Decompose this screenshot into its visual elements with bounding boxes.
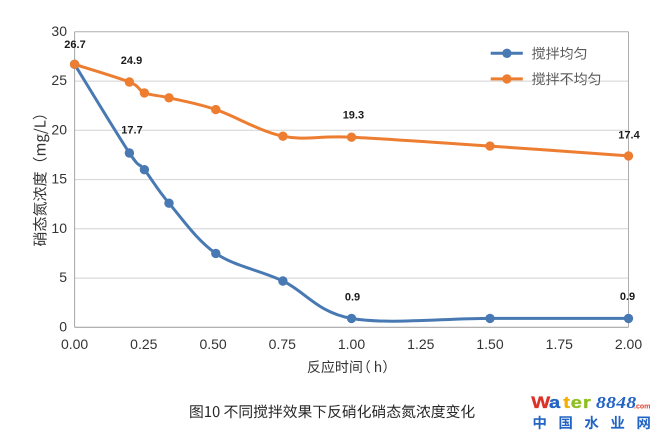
svg-text:0.75: 0.75: [269, 336, 296, 352]
svg-text:5: 5: [59, 269, 67, 285]
svg-text:25: 25: [51, 72, 67, 88]
svg-text:1.25: 1.25: [407, 336, 434, 352]
svg-text:a: a: [549, 392, 561, 411]
svg-text:W: W: [531, 392, 550, 411]
svg-text:2.00: 2.00: [615, 336, 642, 352]
svg-text:t: t: [563, 392, 570, 411]
svg-text:0.50: 0.50: [199, 336, 226, 352]
svg-text:17.7: 17.7: [121, 125, 142, 137]
svg-text:30: 30: [51, 23, 67, 39]
svg-text:1.00: 1.00: [338, 336, 365, 352]
svg-text:0.9: 0.9: [345, 292, 360, 304]
svg-text:e: e: [571, 392, 582, 411]
svg-text:0.9: 0.9: [620, 291, 635, 303]
svg-text:17.4: 17.4: [618, 130, 640, 142]
svg-text:1.75: 1.75: [546, 336, 573, 352]
svg-text:20: 20: [51, 121, 67, 137]
svg-text:8848: 8848: [596, 393, 636, 412]
svg-text:19.3: 19.3: [343, 110, 364, 122]
svg-text:1.50: 1.50: [476, 336, 503, 352]
svg-text:.com: .com: [634, 404, 650, 411]
svg-text:26.7: 26.7: [64, 39, 85, 51]
svg-text:0: 0: [59, 318, 67, 334]
svg-text:24.9: 24.9: [121, 55, 142, 67]
svg-text:r: r: [583, 392, 591, 411]
svg-text:0.00: 0.00: [61, 336, 88, 352]
svg-text:0.25: 0.25: [130, 336, 157, 352]
svg-text:15: 15: [51, 171, 67, 187]
svg-text:10: 10: [51, 220, 67, 236]
